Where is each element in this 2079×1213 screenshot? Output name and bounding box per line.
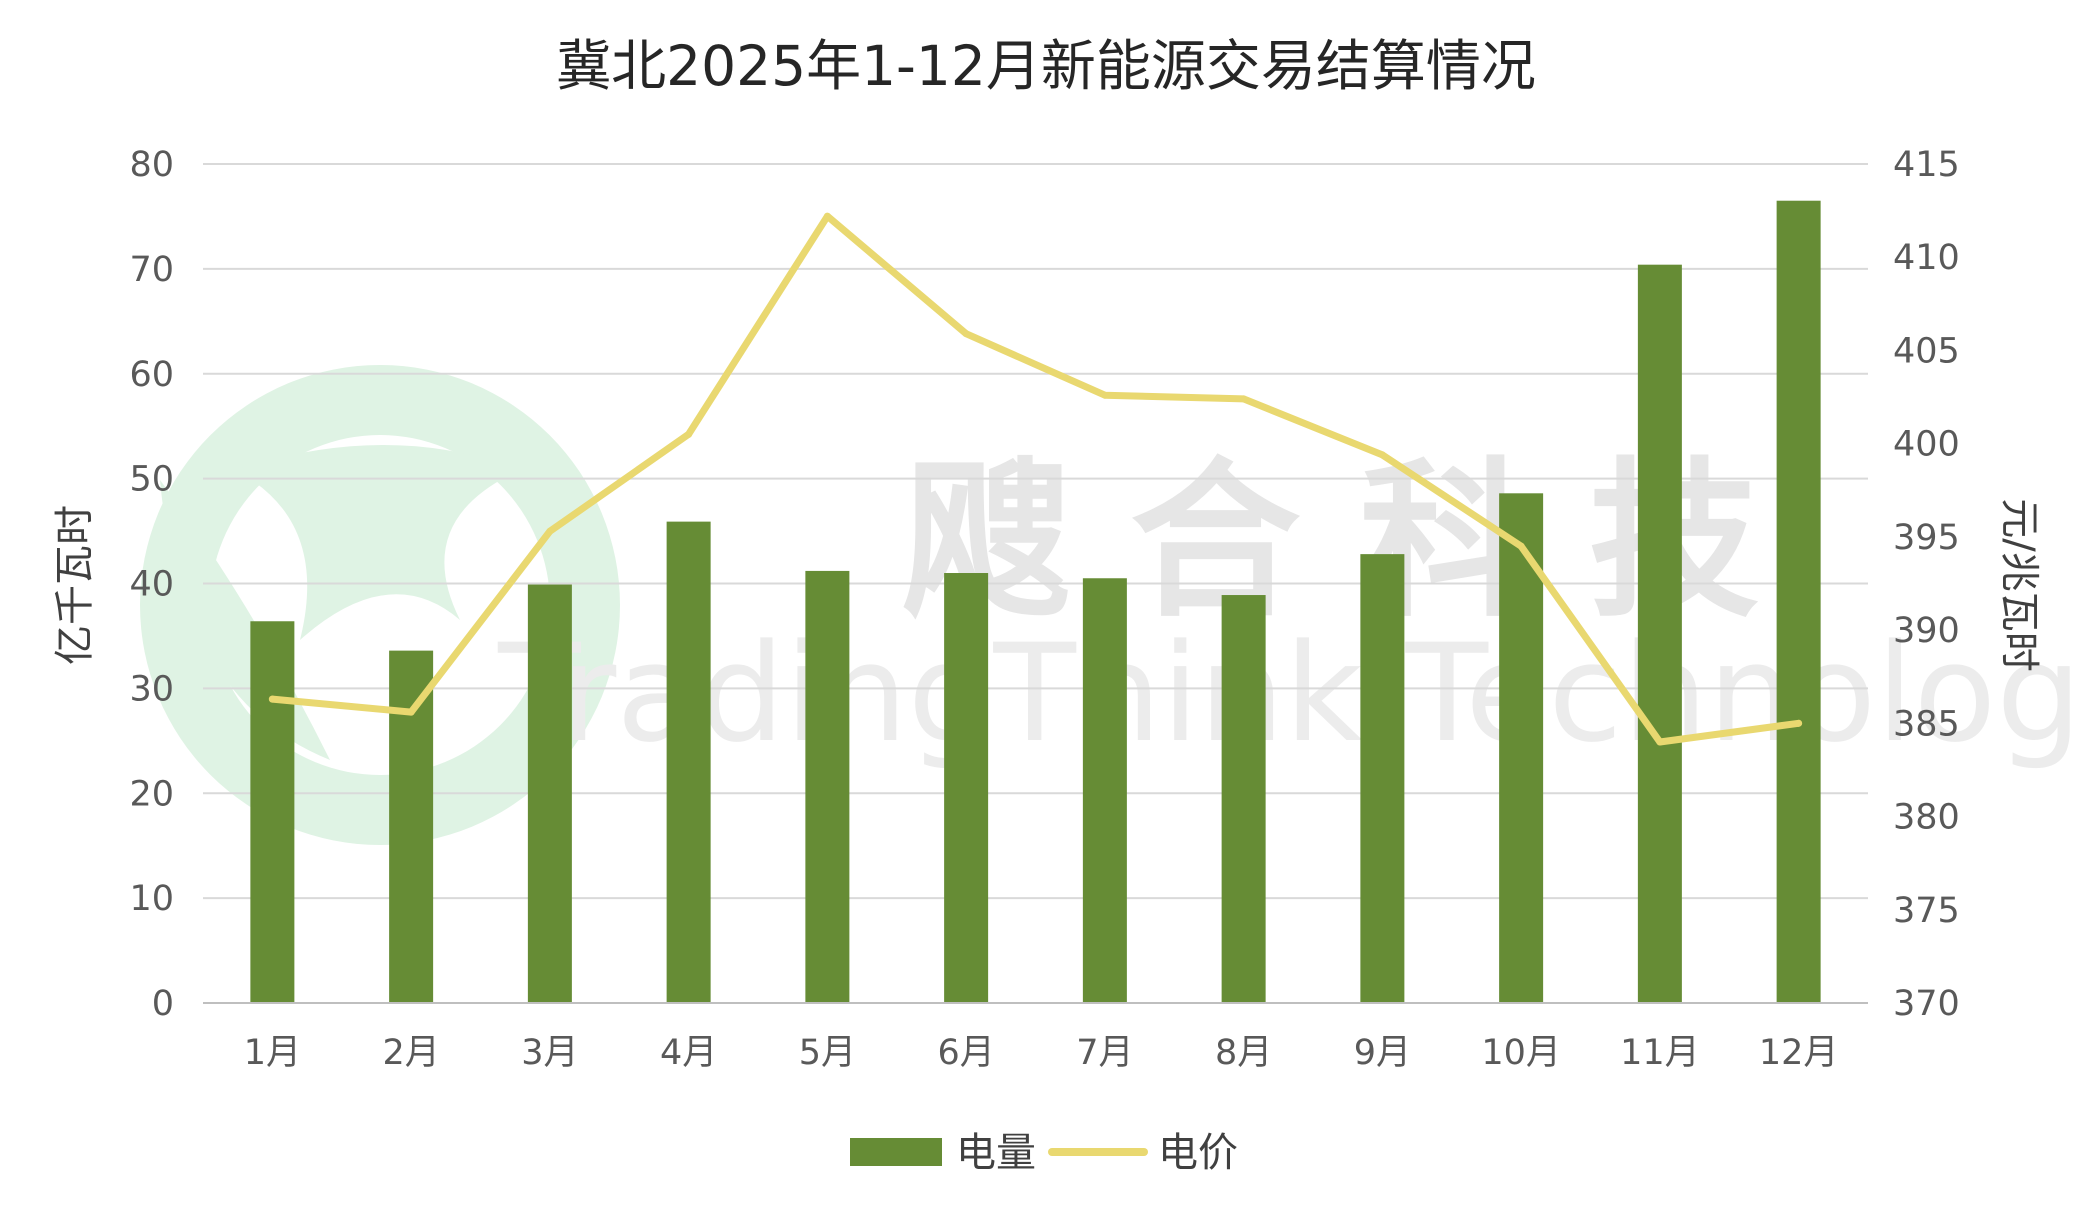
price-point-1月	[268, 695, 276, 703]
legend: 电量 电价	[850, 1130, 1238, 1176]
price-point-2月	[407, 708, 415, 716]
x-tick-label: 7月	[1076, 1033, 1133, 1073]
y-left-tick-label: 80	[129, 145, 174, 185]
x-tick-label: 8月	[1215, 1033, 1272, 1073]
price-point-8月	[1240, 395, 1248, 403]
axes: 0 10 20 30 40 50 60 70 80 370 375 380 385 390 395 400 40…	[129, 145, 1959, 1073]
bar-8月	[1221, 595, 1266, 1003]
y-left-tick-label: 50	[129, 460, 174, 500]
y-right-tick-label: 385	[1893, 704, 1960, 744]
bar-4月	[666, 521, 711, 1003]
y-left-tick-label: 70	[129, 250, 174, 290]
gridlines	[203, 163, 1868, 900]
bar-10月	[1499, 493, 1544, 1003]
watermark-text-en: TradingThink Technology	[497, 615, 2079, 772]
y-left-tick-label: 60	[129, 355, 174, 395]
y-left-tick-label: 0	[152, 984, 174, 1024]
y-left-tick-label: 10	[129, 879, 174, 919]
y-left-tick-label: 40	[129, 565, 174, 605]
y-axis-left-title: 亿千瓦时	[52, 505, 98, 665]
bar-12月	[1776, 200, 1821, 1004]
bar-2月	[389, 650, 434, 1003]
price-point-11月	[1656, 738, 1664, 746]
bar-3月	[527, 584, 572, 1003]
x-tick-label: 10月	[1481, 1033, 1561, 1073]
price-line	[268, 212, 1803, 746]
x-tick-label: 11月	[1620, 1033, 1700, 1073]
bar-7月	[1082, 578, 1127, 1003]
legend-label-power: 电量	[956, 1130, 1036, 1176]
y-right-tick-label: 395	[1893, 518, 1960, 558]
price-point-6月	[962, 330, 970, 338]
y-right-tick-label: 380	[1893, 798, 1960, 838]
price-point-10月	[1517, 542, 1525, 550]
bar-5月	[805, 570, 850, 1003]
line-series-price	[268, 212, 1803, 746]
x-tick-label: 1月	[244, 1033, 301, 1073]
y-right-tick-label: 410	[1893, 238, 1960, 278]
x-tick-label: 12月	[1759, 1033, 1839, 1073]
y-right-tick-label: 390	[1893, 611, 1960, 651]
y-left-tick-label: 30	[129, 669, 174, 709]
x-tick-label: 3月	[521, 1033, 578, 1073]
y-right-tick-label: 400	[1893, 425, 1960, 465]
y-right-tick-label: 375	[1893, 891, 1960, 931]
y-axis-right-title: 元/兆瓦时	[1996, 498, 2042, 671]
bar-11月	[1637, 264, 1682, 1003]
price-point-4月	[685, 430, 693, 438]
bar-1月	[250, 621, 295, 1003]
price-point-7月	[1101, 391, 1109, 399]
y-right-tick-label: 405	[1893, 331, 1960, 371]
x-tick-label: 6月	[937, 1033, 994, 1073]
bar-6月	[944, 573, 989, 1003]
chart-title: 冀北2025年1-12月新能源交易结算情况	[556, 34, 1536, 98]
legend-label-price: 电价	[1158, 1130, 1238, 1176]
y-left-tick-label: 20	[129, 774, 174, 814]
x-tick-label: 5月	[799, 1033, 856, 1073]
x-tick-label: 9月	[1354, 1033, 1411, 1073]
y-right-tick-label: 370	[1893, 984, 1960, 1024]
price-point-12月	[1795, 719, 1803, 727]
bar-series-power	[250, 200, 1821, 1004]
x-tick-label: 2月	[382, 1033, 439, 1073]
price-point-3月	[546, 527, 554, 535]
price-point-5月	[823, 212, 831, 220]
legend-swatch-power	[850, 1138, 942, 1166]
bar-9月	[1360, 554, 1405, 1003]
x-tick-label: 4月	[660, 1033, 717, 1073]
price-point-9月	[1378, 451, 1386, 459]
watermark-text-cn: 飕 合 科 技	[901, 443, 1759, 641]
y-right-tick-label: 415	[1893, 145, 1960, 185]
